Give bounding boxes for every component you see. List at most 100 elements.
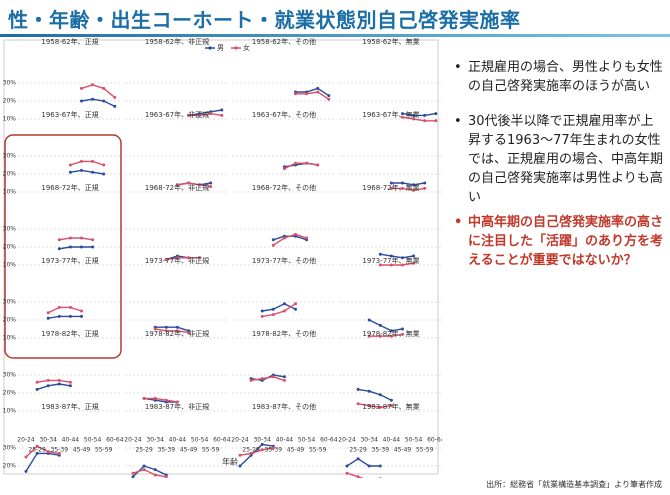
y-tick-label: 20% xyxy=(3,244,17,251)
data-point xyxy=(367,404,371,408)
data-point xyxy=(316,163,320,167)
data-point xyxy=(305,92,309,96)
data-point xyxy=(102,163,106,167)
series-line xyxy=(144,397,178,403)
panel-title: 1983-87年、無業 xyxy=(362,402,419,411)
series-line xyxy=(250,376,285,382)
y-tick-label: 30% xyxy=(3,226,17,233)
x-tick-label: 20-24 xyxy=(17,437,35,444)
data-point xyxy=(271,243,275,247)
data-point xyxy=(249,378,253,382)
data-point xyxy=(389,334,393,338)
data-point xyxy=(401,181,404,185)
panel-title: 1963-67年、無業 xyxy=(362,110,419,119)
data-point xyxy=(282,167,286,171)
series-line xyxy=(155,326,189,332)
data-point xyxy=(80,168,83,172)
series-line xyxy=(155,328,189,334)
x-tick-label: 50-54 xyxy=(405,437,423,444)
data-point xyxy=(401,256,404,260)
legend-label: 女 xyxy=(243,43,250,52)
data-point xyxy=(389,186,393,190)
data-point xyxy=(378,263,382,267)
panel-title: 1978-82年、非正規 xyxy=(145,329,209,338)
data-point xyxy=(378,405,382,409)
x-tick-label: 35-39 xyxy=(158,447,176,454)
data-point xyxy=(164,475,168,478)
data-point xyxy=(327,97,331,101)
x-tick-label: 45-49 xyxy=(73,447,91,454)
data-point xyxy=(282,302,286,306)
series-line xyxy=(188,112,222,117)
series-line xyxy=(25,452,60,472)
series-line xyxy=(391,187,425,191)
x-tick-label: 40-44 xyxy=(169,437,187,444)
data-point xyxy=(316,86,320,90)
panel-title: 1973-77年、非正規 xyxy=(145,256,209,265)
data-point xyxy=(68,384,72,388)
series-line xyxy=(391,182,425,186)
note-highlight: 中高年期の自己啓発実施率の高さに注目した「活躍」のあり方を考えることが重要ではな… xyxy=(452,213,664,270)
y-tick-label: 20% xyxy=(3,317,17,324)
x-tick-label: 45-49 xyxy=(287,447,305,454)
data-point xyxy=(271,313,275,317)
x-axis-title: 年齢 xyxy=(222,457,238,467)
series-line xyxy=(48,315,82,319)
x-tick-label: 25-29 xyxy=(242,447,260,454)
data-point xyxy=(24,455,28,459)
data-point xyxy=(378,323,382,327)
data-point xyxy=(142,396,146,400)
data-point xyxy=(113,95,117,99)
x-tick-label: 50-54 xyxy=(298,437,316,444)
series-line xyxy=(262,303,296,312)
panel-title: 1973-77年、無業 xyxy=(362,256,419,265)
series-line xyxy=(70,160,104,166)
series-line xyxy=(368,319,403,332)
data-point xyxy=(24,469,28,473)
data-point xyxy=(249,451,253,455)
x-tick-label: 50-54 xyxy=(84,437,102,444)
data-point xyxy=(80,314,83,318)
data-point xyxy=(91,83,95,87)
data-point xyxy=(423,119,427,123)
x-tick-label: 35-39 xyxy=(372,447,390,454)
series-line xyxy=(36,383,71,391)
data-point xyxy=(412,113,416,117)
data-point xyxy=(187,181,190,185)
y-tick-label: 30% xyxy=(3,153,17,160)
data-point xyxy=(389,254,393,258)
data-point xyxy=(271,446,275,450)
x-tick-label: 40-44 xyxy=(62,437,80,444)
series-line xyxy=(357,388,392,401)
data-point xyxy=(131,471,135,475)
y-tick-label: 10% xyxy=(3,335,17,342)
data-point xyxy=(164,398,168,402)
x-tick-label: 30-34 xyxy=(146,437,164,444)
series-line xyxy=(402,112,436,117)
data-point xyxy=(68,314,72,318)
data-point xyxy=(142,464,146,468)
data-point xyxy=(238,453,242,457)
y-tick-label: 10% xyxy=(3,189,17,196)
data-point xyxy=(35,451,39,455)
x-tick-label: 60-64 xyxy=(320,437,338,444)
data-point xyxy=(91,238,95,242)
data-point xyxy=(91,245,95,249)
data-point xyxy=(35,380,39,384)
data-point xyxy=(271,307,275,311)
data-point xyxy=(260,377,264,381)
panel-title: 1958-62年、非正規 xyxy=(145,38,209,46)
data-point xyxy=(260,448,264,452)
y-tick-label: 20% xyxy=(3,463,17,470)
data-point xyxy=(175,256,179,260)
data-point xyxy=(260,442,264,446)
notes: 正規雇用の場合、男性よりも女性の自己啓発実施率のほうが高い 30代後半以降で正規… xyxy=(452,58,664,286)
data-point xyxy=(401,327,404,331)
title-underline xyxy=(0,34,670,37)
data-point xyxy=(164,325,168,329)
data-point xyxy=(57,451,61,455)
data-point xyxy=(389,404,393,408)
x-tick-label: 20-24 xyxy=(231,437,249,444)
y-tick-label: 20% xyxy=(3,390,17,397)
data-point xyxy=(282,375,286,379)
